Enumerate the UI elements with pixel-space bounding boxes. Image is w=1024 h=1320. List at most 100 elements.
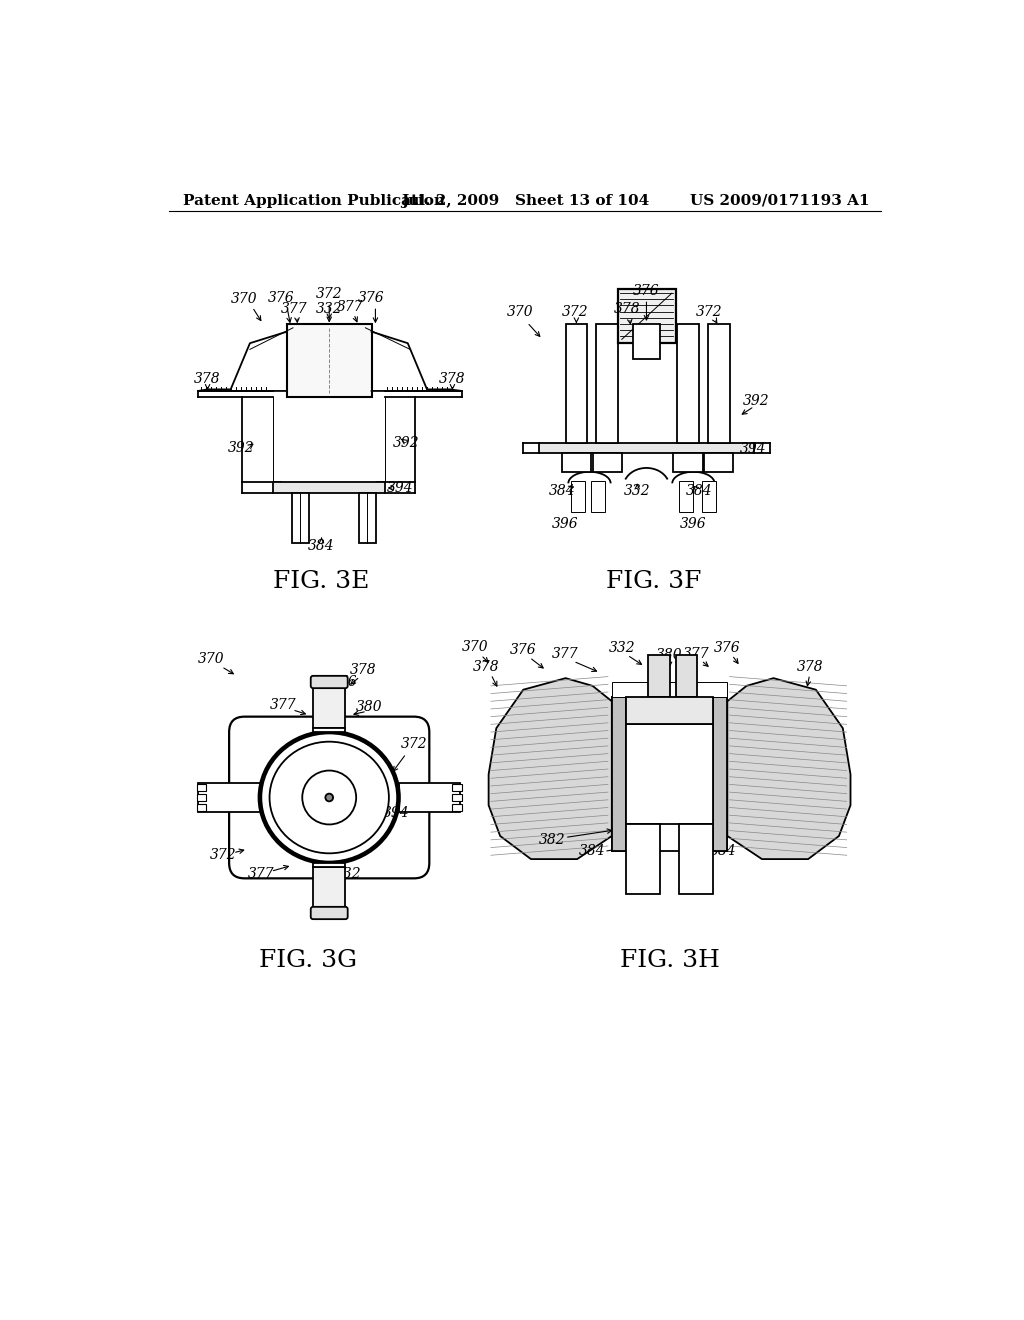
Text: 370: 370 xyxy=(231,292,258,306)
Bar xyxy=(197,793,206,801)
Text: 370: 370 xyxy=(507,305,534,319)
Bar xyxy=(197,784,206,792)
Text: 376: 376 xyxy=(332,675,358,689)
Text: 394: 394 xyxy=(739,442,766,457)
Polygon shape xyxy=(727,678,851,859)
Bar xyxy=(571,480,585,512)
Bar xyxy=(676,655,697,697)
Bar xyxy=(617,289,676,343)
Bar xyxy=(705,453,733,471)
Text: FIG. 3H: FIG. 3H xyxy=(620,949,720,973)
Text: 384: 384 xyxy=(711,845,737,858)
Bar xyxy=(701,480,716,512)
Text: 376: 376 xyxy=(510,643,537,656)
Bar xyxy=(591,480,605,512)
Text: 370: 370 xyxy=(462,640,488,655)
Text: Jul. 2, 2009   Sheet 13 of 104: Jul. 2, 2009 Sheet 13 of 104 xyxy=(400,194,649,207)
Bar xyxy=(596,323,617,444)
FancyBboxPatch shape xyxy=(229,717,429,878)
Text: 332: 332 xyxy=(335,867,361,882)
Bar xyxy=(648,655,670,697)
Text: 378: 378 xyxy=(350,664,377,677)
Bar xyxy=(679,480,692,512)
Text: 370: 370 xyxy=(198,652,224,665)
Bar xyxy=(313,678,345,729)
Bar xyxy=(273,482,385,492)
Text: 376: 376 xyxy=(357,290,384,305)
Text: 372: 372 xyxy=(562,305,589,318)
Bar xyxy=(611,697,626,851)
Text: 372: 372 xyxy=(210,849,237,862)
Text: 382: 382 xyxy=(540,833,566,847)
Bar xyxy=(359,492,376,543)
Bar xyxy=(626,697,714,725)
Bar xyxy=(539,444,755,453)
Text: 384: 384 xyxy=(685,484,712,498)
Text: 377: 377 xyxy=(683,647,710,660)
Text: 394: 394 xyxy=(387,480,414,495)
Text: FIG. 3E: FIG. 3E xyxy=(273,570,370,594)
Bar xyxy=(565,323,587,444)
Bar xyxy=(674,453,702,471)
Bar xyxy=(313,867,345,917)
Bar xyxy=(593,453,622,471)
Bar xyxy=(287,323,372,397)
Text: 384: 384 xyxy=(580,845,606,858)
Bar xyxy=(453,793,462,801)
Bar xyxy=(197,804,206,812)
Text: 396: 396 xyxy=(552,517,579,531)
Bar xyxy=(634,323,660,359)
FancyBboxPatch shape xyxy=(310,907,348,919)
Ellipse shape xyxy=(260,733,398,863)
Bar xyxy=(626,825,660,894)
Text: 377: 377 xyxy=(269,698,296,711)
FancyBboxPatch shape xyxy=(310,676,348,688)
Text: 392: 392 xyxy=(227,441,254,455)
Bar xyxy=(453,804,462,812)
Bar xyxy=(313,729,345,733)
Bar xyxy=(708,323,730,444)
Text: 377: 377 xyxy=(248,867,274,882)
Bar xyxy=(199,783,260,812)
Text: 376: 376 xyxy=(714,642,740,655)
Text: 380: 380 xyxy=(656,648,683,663)
Text: 377: 377 xyxy=(337,300,364,314)
Text: 378: 378 xyxy=(614,302,641,317)
Text: 332: 332 xyxy=(624,484,650,498)
Bar xyxy=(313,863,345,867)
Text: 377: 377 xyxy=(552,647,579,660)
Bar xyxy=(611,682,727,697)
Bar xyxy=(626,725,714,825)
Text: 376: 376 xyxy=(633,284,659,298)
Ellipse shape xyxy=(326,793,333,801)
Bar xyxy=(679,825,714,894)
Text: 372: 372 xyxy=(316,286,343,301)
Ellipse shape xyxy=(269,742,389,853)
Text: 378: 378 xyxy=(797,660,823,673)
Text: FIG. 3F: FIG. 3F xyxy=(606,570,701,594)
Text: 380: 380 xyxy=(356,701,383,714)
Bar xyxy=(714,697,727,851)
Bar xyxy=(292,492,309,543)
Text: 372: 372 xyxy=(696,305,723,318)
Bar xyxy=(677,323,698,444)
Text: 378: 378 xyxy=(313,891,340,904)
Text: US 2009/0171193 A1: US 2009/0171193 A1 xyxy=(690,194,869,207)
Bar xyxy=(453,784,462,792)
Text: 376: 376 xyxy=(268,290,295,305)
Text: 392: 392 xyxy=(393,437,420,450)
Bar xyxy=(398,783,460,812)
Text: Patent Application Publication: Patent Application Publication xyxy=(183,194,444,207)
Text: 332: 332 xyxy=(608,642,635,655)
Text: 384: 384 xyxy=(308,539,335,553)
Bar xyxy=(611,697,727,851)
Text: 378: 378 xyxy=(195,372,221,385)
Polygon shape xyxy=(488,678,611,859)
Ellipse shape xyxy=(302,771,356,825)
Text: 394: 394 xyxy=(383,807,410,820)
Bar xyxy=(562,453,591,471)
Text: 392: 392 xyxy=(742,393,769,408)
Text: 372: 372 xyxy=(400,737,427,751)
Text: 378: 378 xyxy=(473,660,500,673)
Text: 384: 384 xyxy=(549,484,575,498)
